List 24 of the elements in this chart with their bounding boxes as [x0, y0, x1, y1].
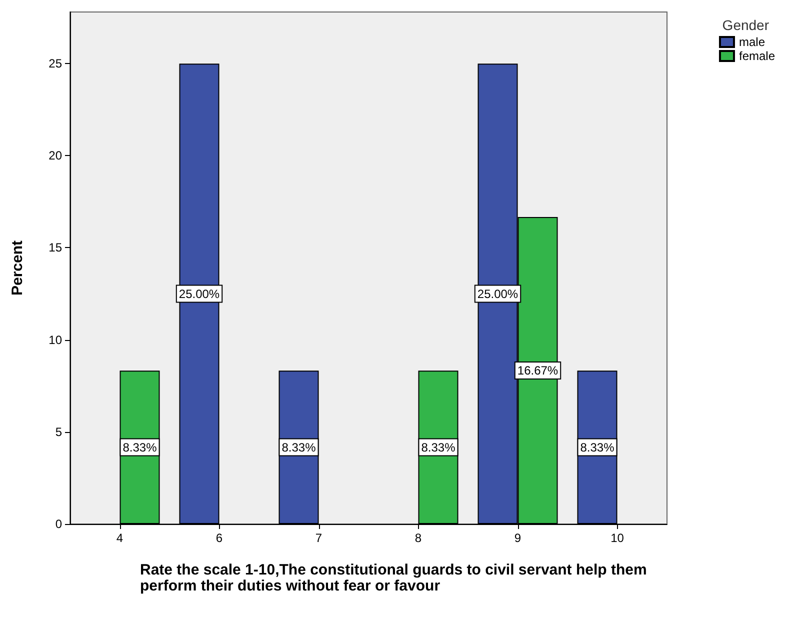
data-label: 25.00%: [477, 286, 518, 301]
y-tick-label: 5: [55, 424, 62, 439]
y-tick-label: 15: [48, 240, 62, 255]
x-tick-label: 4: [116, 531, 124, 545]
data-label: 8.33%: [421, 440, 456, 454]
data-label: 8.33%: [122, 440, 158, 454]
data-label: 16.67%: [517, 363, 558, 378]
y-axis-title: Percent: [9, 240, 26, 296]
x-tick-label: 9: [514, 531, 522, 545]
legend-label: female: [738, 49, 776, 63]
x-axis-title: Rate the scale 1-10,The constitutional guards to civil servant help them perform their duties without fear or favour: [140, 562, 651, 594]
x-tick-label: 7: [315, 531, 322, 545]
y-tick-label: 10: [48, 332, 62, 347]
y-tick-label: 25: [48, 56, 62, 71]
data-label: 25.00%: [178, 286, 220, 301]
x-tick-label: 10: [610, 531, 624, 545]
x-tick-label: 8: [414, 531, 422, 545]
data-label: 8.33%: [282, 440, 316, 454]
data-label: 8.33%: [580, 440, 615, 454]
legend-label: male: [738, 35, 766, 49]
y-tick-label: 20: [48, 148, 62, 163]
legend-title: Gender: [722, 17, 770, 33]
x-tick-label: 6: [216, 531, 223, 545]
y-tick-label: 0: [55, 517, 62, 531]
